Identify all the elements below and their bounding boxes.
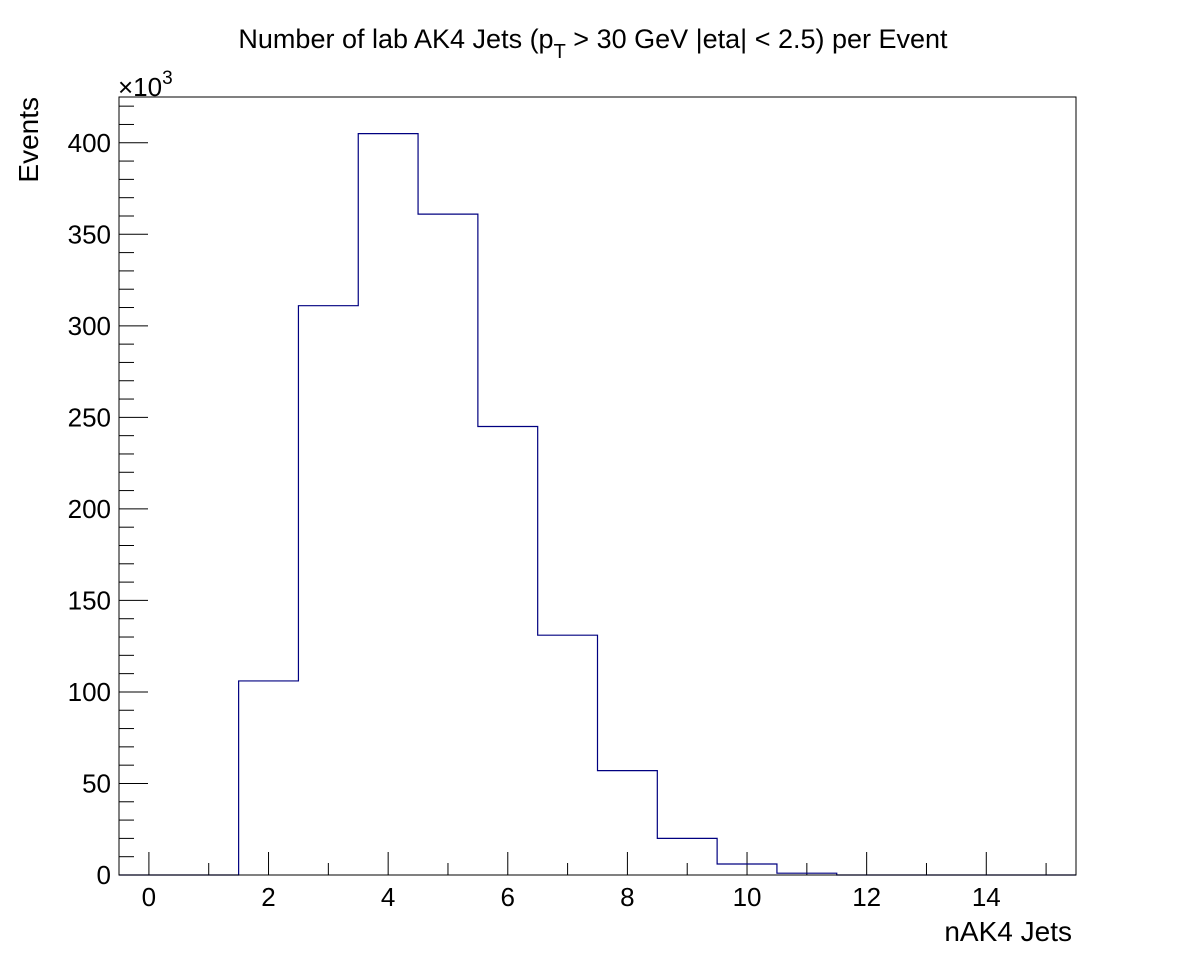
x-tick-label: 8	[620, 882, 634, 912]
y-tick-label: 300	[68, 311, 111, 341]
chart-title: Number of lab AK4 Jets (pT > 30 GeV |eta…	[238, 24, 948, 63]
y-tick-label: 250	[68, 402, 111, 432]
x-tick-label: 2	[261, 882, 275, 912]
y-tick-label: 350	[68, 219, 111, 249]
y-tick-label: 400	[68, 128, 111, 158]
y-tick-label: 100	[68, 677, 111, 707]
y-tick-label: 200	[68, 494, 111, 524]
axis-ticks	[119, 105, 1047, 876]
histogram-series-line	[119, 133, 1076, 876]
chart-title-subscript: T	[554, 41, 566, 63]
x-tick-label: 6	[501, 882, 515, 912]
y-multiplier-exponent: 3	[162, 68, 173, 89]
x-tick-label: 10	[733, 882, 762, 912]
axis-tick-labels: 0 2 4 6 8 10 12 14 0 50 100 150 200 250 300 350 400	[68, 128, 1001, 912]
y-tick-label: 0	[97, 860, 111, 890]
plot-frame	[118, 96, 1077, 876]
x-tick-label: 0	[142, 882, 156, 912]
chart-title-main: Number of lab AK4 Jets (p	[238, 24, 553, 54]
chart-title-rest: > 30 GeV |eta| < 2.5) per Event	[566, 24, 948, 54]
x-tick-label: 4	[381, 882, 395, 912]
y-tick-label: 150	[68, 585, 111, 615]
x-tick-label: 14	[972, 882, 1001, 912]
y-axis-label: Events	[13, 97, 44, 183]
x-axis-label: nAK4 Jets	[944, 916, 1072, 947]
y-tick-label: 50	[82, 768, 111, 798]
x-tick-label: 12	[852, 882, 881, 912]
